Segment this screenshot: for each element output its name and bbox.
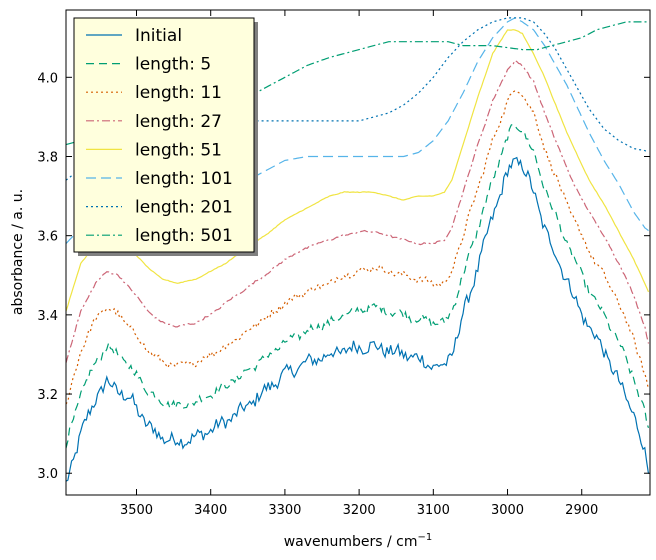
series-line (66, 123, 650, 449)
x-axis-label: wavenumbers / cm−1 (284, 532, 433, 550)
legend-label: length: 201 (135, 198, 233, 218)
y-axis: 3.0 3.2 3.4 3.6 3.8 4.0 (37, 71, 650, 482)
legend-label: length: 5 (135, 55, 211, 75)
legend-label: length: 501 (135, 226, 233, 246)
legend-label: length: 51 (135, 140, 222, 160)
series-line (66, 90, 650, 405)
y-tick-label: 3.8 (37, 150, 58, 165)
x-tick-label: 3500 (120, 503, 153, 518)
x-tick-label: 3400 (194, 503, 227, 518)
series-line (66, 29, 650, 312)
legend-label: Initial (135, 26, 182, 46)
y-tick-label: 3.6 (37, 230, 58, 245)
y-tick-label: 3.0 (37, 467, 58, 482)
series-line (66, 156, 650, 482)
x-axis-label-superscript: −1 (418, 532, 433, 543)
legend: Initial length: 5 length: 11 length: 27 leng… (73, 17, 258, 256)
x-tick-label: 2900 (565, 503, 598, 518)
x-tick-label: 3200 (343, 503, 376, 518)
y-axis-label: absorbance / a. u. (10, 189, 26, 315)
x-tick-label: 3300 (268, 503, 301, 518)
legend-label: length: 11 (135, 83, 222, 103)
x-tick-label: 3000 (491, 503, 524, 518)
y-tick-label: 4.0 (37, 71, 58, 86)
series-line (66, 59, 650, 364)
plot-frame (65, 9, 651, 496)
y-tick-label: 3.2 (37, 388, 58, 403)
legend-label: length: 101 (135, 169, 233, 189)
x-axis: 3500 3400 3300 3200 3100 3000 2900 (120, 10, 598, 518)
x-tick-label: 3100 (417, 503, 450, 518)
y-tick-label: 3.4 (37, 309, 58, 324)
legend-label: length: 27 (135, 112, 222, 132)
legend-box (73, 17, 255, 253)
